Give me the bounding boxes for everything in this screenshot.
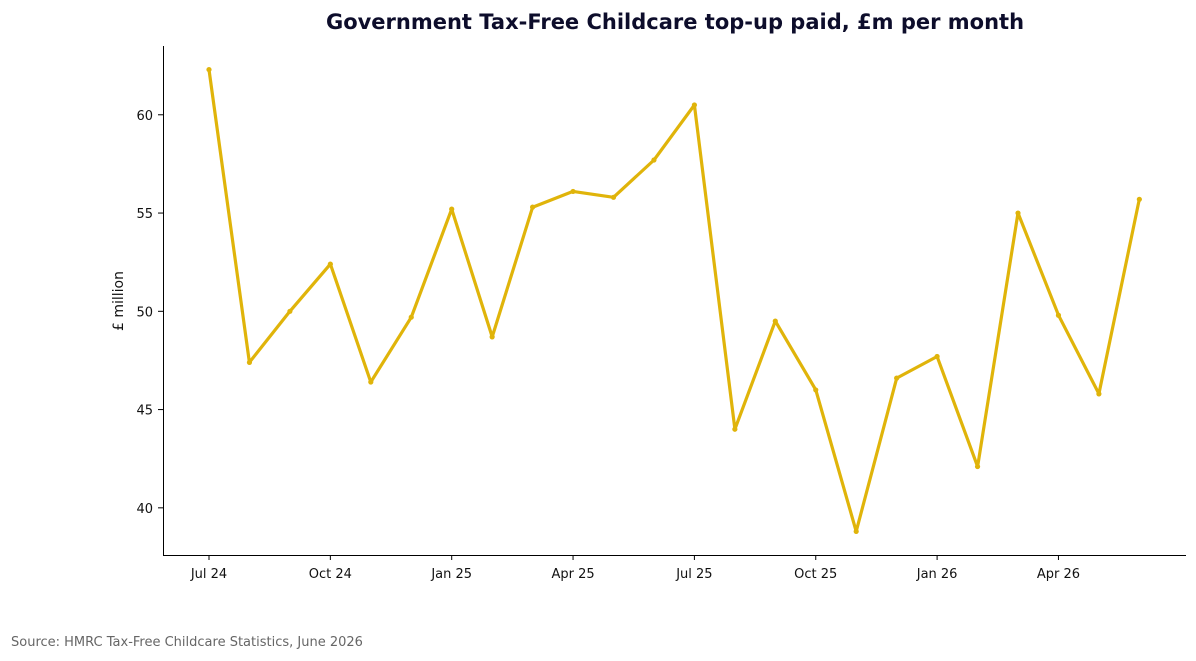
source-note: Source: HMRC Tax-Free Childcare Statisti… [11, 635, 363, 650]
x-tick-label: Jan 25 [430, 567, 472, 582]
data-point [530, 204, 536, 210]
data-point [368, 379, 374, 385]
data-point [206, 66, 212, 73]
series-line [207, 69, 1141, 534]
series-group [206, 66, 1142, 535]
y-tick-label: 55 [136, 207, 153, 222]
data-point [246, 359, 253, 366]
y-tick-label: 45 [136, 404, 153, 419]
data-point [813, 387, 819, 393]
x-tick-label: Oct 24 [309, 567, 352, 582]
data-point [1096, 391, 1102, 397]
data-point [287, 308, 293, 314]
data-point [853, 528, 859, 535]
data-point [1055, 312, 1062, 318]
y-tick-label: 60 [136, 109, 153, 124]
data-point [610, 194, 617, 200]
x-tick-label: Jan 26 [916, 567, 958, 582]
data-point [934, 353, 940, 360]
x-tick-label: Oct 25 [794, 567, 837, 582]
data-point [1015, 210, 1021, 216]
data-point [489, 334, 495, 340]
y-tick-label: 40 [136, 502, 153, 517]
data-point [570, 188, 576, 195]
data-point [732, 426, 738, 432]
data-point [1136, 196, 1142, 202]
x-tick-label: Apr 26 [1037, 567, 1080, 582]
data-point [894, 375, 900, 381]
x-axis-ticks: Jul 24 Oct 24 Jan 25 Apr 25 Jul 25 Oct 25 Jan … [190, 555, 1080, 582]
y-axis-label: £ million [111, 271, 127, 331]
data-point [651, 157, 657, 163]
chart-title: Government Tax-Free Childcare top-up pai… [326, 10, 1024, 34]
data-point [772, 318, 778, 324]
data-point [449, 206, 455, 212]
data-point [691, 102, 698, 108]
y-tick-label: 50 [136, 305, 153, 320]
x-tick-label: Apr 25 [551, 567, 594, 582]
y-axis-ticks: 40 45 50 55 60 [136, 109, 163, 517]
data-point [327, 261, 333, 267]
data-point [408, 314, 414, 320]
x-tick-label: Jul 24 [190, 567, 227, 582]
x-tick-label: Jul 25 [675, 567, 712, 582]
data-point [974, 463, 981, 470]
